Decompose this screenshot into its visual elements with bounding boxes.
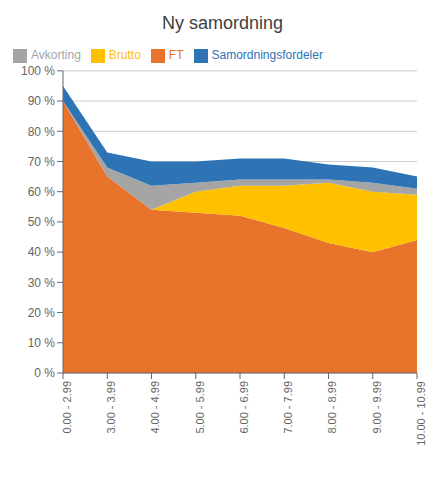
svg-text:3.00 - 3.99: 3.00 - 3.99 — [105, 381, 117, 434]
svg-text:80 %: 80 % — [28, 125, 56, 139]
svg-text:0 %: 0 % — [34, 366, 55, 380]
svg-text:40 %: 40 % — [28, 245, 56, 259]
html-text:Samordningsfordeler: Samordningsfordeler — [211, 48, 323, 62]
svg-text:6.00 - 6.99: 6.00 - 6.99 — [238, 381, 250, 434]
svg-text:100 %: 100 % — [21, 64, 55, 78]
svg-text:0.00 - 2.99: 0.00 - 2.99 — [61, 381, 73, 434]
svg-text:10.00 - 10.99: 10.00 - 10.99 — [415, 381, 427, 446]
html-text:Ny samordning: Ny samordning — [162, 13, 283, 33]
svg-text:4.00 - 4.99: 4.00 - 4.99 — [149, 381, 161, 434]
svg-text:8.00 - 8.99: 8.00 - 8.99 — [326, 381, 338, 434]
svg-text:30 %: 30 % — [28, 276, 56, 290]
svg-text:70 %: 70 % — [28, 155, 56, 169]
svg-text:7.00 - 7.99: 7.00 - 7.99 — [282, 381, 294, 434]
html-text:Brutto: Brutto — [108, 48, 141, 62]
svg-text:60 %: 60 % — [28, 185, 56, 199]
svg-text:50 %: 50 % — [28, 215, 56, 229]
html-text:Avkorting: Avkorting — [31, 48, 81, 62]
html-text:FT: FT — [168, 48, 184, 62]
svg-text:5.00 - 5.99: 5.00 - 5.99 — [194, 381, 206, 434]
svg-text:9.00 - 9.99: 9.00 - 9.99 — [371, 381, 383, 434]
svg-text:10 %: 10 % — [28, 336, 56, 350]
svg-text:20 %: 20 % — [28, 306, 56, 320]
svg-text:90 %: 90 % — [28, 94, 56, 108]
